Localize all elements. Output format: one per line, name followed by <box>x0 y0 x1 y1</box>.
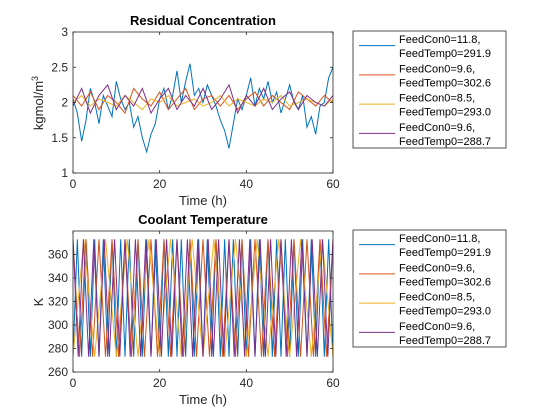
y-tick-label: 300 <box>48 318 68 332</box>
y-tick-label: 280 <box>48 342 68 356</box>
legend-label-line: FeedTemp0=291.9 <box>399 48 491 60</box>
legend-label: FeedCon0=11.8, FeedTemp0=291.9 <box>399 233 491 259</box>
legend-label-line: FeedCon0=8.5, <box>399 292 475 304</box>
series-line-3 <box>73 94 333 111</box>
legend-label-line: FeedTemp0=293.0 <box>399 107 491 119</box>
legend-label-line: FeedCon0=9.6, <box>399 63 475 75</box>
legend-entry: FeedCon0=11.8, FeedTemp0=291.9 <box>359 233 491 259</box>
legend-label: FeedCon0=11.8, FeedTemp0=291.9 <box>399 34 491 60</box>
series-line-4 <box>73 239 333 357</box>
legend: FeedCon0=11.8, FeedTemp0=291.9 FeedCon0=9.… <box>352 229 507 348</box>
y-tick-label: 3 <box>61 25 68 39</box>
legend-label: FeedCon0=9.6, FeedTemp0=288.7 <box>399 321 491 347</box>
legend-label-line: FeedCon0=11.8, <box>399 34 480 46</box>
y-axis-label: K <box>31 297 46 306</box>
series-line-2 <box>73 239 333 357</box>
y-tick-label: 360 <box>48 248 68 262</box>
y-tick-label: 340 <box>48 271 68 285</box>
legend-label-line: FeedTemp0=291.9 <box>399 247 491 259</box>
y-axis-label: kgmol/m3 <box>30 76 46 130</box>
x-tick-label: 20 <box>153 177 167 191</box>
x-tick-label: 40 <box>240 177 254 191</box>
y-tick-label: 1.5 <box>51 131 68 145</box>
legend-label-line: FeedTemp0=302.6 <box>399 276 491 288</box>
legend-label: FeedCon0=9.6, FeedTemp0=302.6 <box>399 262 491 288</box>
y-tick-label: 320 <box>48 295 68 309</box>
series-lines <box>73 63 333 154</box>
y-tick-label: 1 <box>61 166 68 180</box>
x-axis-label: Time (h) <box>179 193 227 208</box>
y-axis-label-superscript: 3 <box>30 76 40 81</box>
legend-label: FeedCon0=8.5, FeedTemp0=293.0 <box>399 292 491 318</box>
legend-label-line: FeedCon0=8.5, <box>399 93 475 105</box>
legend-box <box>352 30 507 149</box>
y-tick-label: 260 <box>48 365 68 379</box>
legend-entry: FeedCon0=11.8, FeedTemp0=291.9 <box>359 34 491 60</box>
legend-label-line: FeedCon0=9.6, <box>399 321 475 333</box>
legend-entry: FeedCon0=9.6, FeedTemp0=288.7 <box>359 122 491 148</box>
legend-label-line: FeedTemp0=288.7 <box>399 335 491 347</box>
legend-entry: FeedCon0=8.5, FeedTemp0=293.0 <box>359 292 491 318</box>
legend-box <box>352 229 507 348</box>
series-line-2 <box>73 87 333 115</box>
chart-title: Coolant Temperature <box>138 212 268 227</box>
legend-label-line: FeedTemp0=302.6 <box>399 77 491 89</box>
x-tick-label: 60 <box>326 177 340 191</box>
y-axis-label-base: kgmol/m <box>31 81 46 130</box>
legend-entry: FeedCon0=9.6, FeedTemp0=302.6 <box>359 63 491 89</box>
legend-entry: FeedCon0=9.6, FeedTemp0=302.6 <box>359 262 491 288</box>
legend-label: FeedCon0=9.6, FeedTemp0=288.7 <box>399 122 491 148</box>
x-tick-label: 0 <box>70 177 77 191</box>
legend-label-line: FeedCon0=9.6, <box>399 122 475 134</box>
series-line-4 <box>73 83 333 115</box>
series-lines <box>73 239 333 357</box>
legend-label: FeedCon0=8.5, FeedTemp0=293.0 <box>399 93 491 119</box>
legend: FeedCon0=11.8, FeedTemp0=291.9 FeedCon0=9.… <box>352 30 507 149</box>
series-line-1 <box>73 63 333 154</box>
legend-label-line: FeedTemp0=293.0 <box>399 306 491 318</box>
y-tick-label: 2.5 <box>51 60 68 74</box>
legend-label: FeedCon0=9.6, FeedTemp0=302.6 <box>399 63 491 89</box>
y-tick-label: 2 <box>61 96 68 110</box>
legend-entry: FeedCon0=8.5, FeedTemp0=293.0 <box>359 93 491 119</box>
legend-label-line: FeedCon0=11.8, <box>399 233 480 245</box>
legend-label-line: FeedTemp0=288.7 <box>399 136 491 148</box>
x-axis-label: Time (h) <box>179 392 227 407</box>
x-tick-label: 60 <box>326 376 340 390</box>
chart-title: Residual Concentration <box>130 13 276 28</box>
x-tick-label: 0 <box>70 376 77 390</box>
legend-entry: FeedCon0=9.6, FeedTemp0=288.7 <box>359 321 491 347</box>
x-tick-label: 40 <box>240 376 254 390</box>
residual-concentration-chart: Residual Concentration Time (h) kgmol/m3… <box>30 13 507 208</box>
x-tick-label: 20 <box>153 376 167 390</box>
legend-label-line: FeedCon0=9.6, <box>399 262 475 274</box>
coolant-temperature-chart: Coolant Temperature Time (h) K 0 20 40 60 26… <box>31 212 507 407</box>
